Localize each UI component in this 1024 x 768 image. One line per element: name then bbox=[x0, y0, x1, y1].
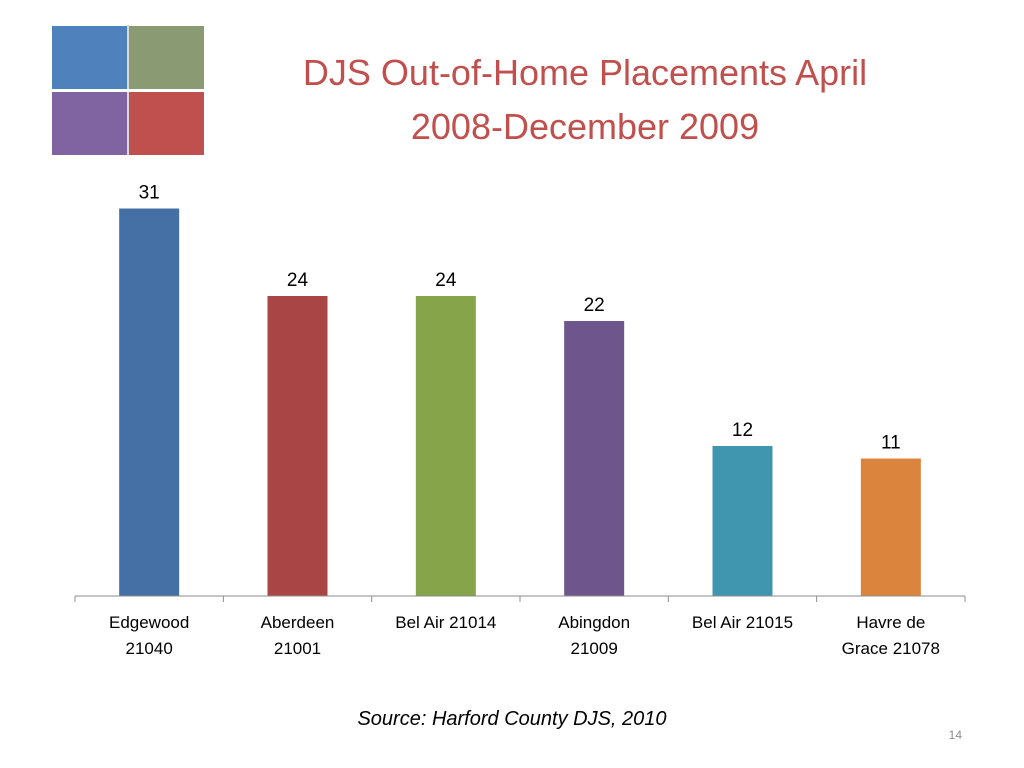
slide-title-line1: DJS Out-of-Home Placements April bbox=[302, 52, 868, 93]
category-label: Edgewood 21040 bbox=[109, 613, 189, 658]
logo-square-green bbox=[129, 26, 204, 89]
bar-chart: 31 Edgewood 21040 24 Aberdeen 21001 24 Bel Air … bbox=[74, 183, 966, 658]
slide-number: 14 bbox=[948, 728, 962, 742]
category-label: Bel Air 21014 bbox=[395, 613, 496, 632]
logo-square-purple bbox=[52, 92, 127, 155]
logo-square-blue bbox=[52, 26, 127, 89]
data-label: 31 bbox=[139, 183, 160, 204]
logo-divider-horizontal bbox=[50, 89, 206, 92]
data-label: 24 bbox=[287, 270, 309, 291]
logo-grid bbox=[50, 25, 206, 155]
category-label: Aberdeen 21001 bbox=[261, 613, 335, 658]
bar bbox=[415, 296, 476, 596]
bar bbox=[860, 458, 921, 596]
bar bbox=[119, 208, 180, 596]
slide-title: DJS Out-of-Home Placements April 2008-De… bbox=[200, 46, 970, 154]
bar bbox=[712, 446, 773, 596]
category-label: Bel Air 21015 bbox=[692, 613, 793, 632]
bar bbox=[564, 321, 625, 596]
category-label: Abingdon 21009 bbox=[558, 613, 630, 658]
slide-title-line2: 2008-December 2009 bbox=[410, 106, 760, 147]
source-note: Source: Harford County DJS, 2010 bbox=[357, 708, 667, 730]
data-label: 11 bbox=[881, 433, 901, 454]
data-label: 24 bbox=[435, 270, 457, 291]
bar bbox=[267, 296, 328, 596]
logo-square-red bbox=[129, 92, 204, 155]
data-label: 12 bbox=[732, 420, 753, 441]
category-label: Havre de Grace 21078 bbox=[842, 613, 940, 658]
data-label: 22 bbox=[584, 295, 605, 316]
